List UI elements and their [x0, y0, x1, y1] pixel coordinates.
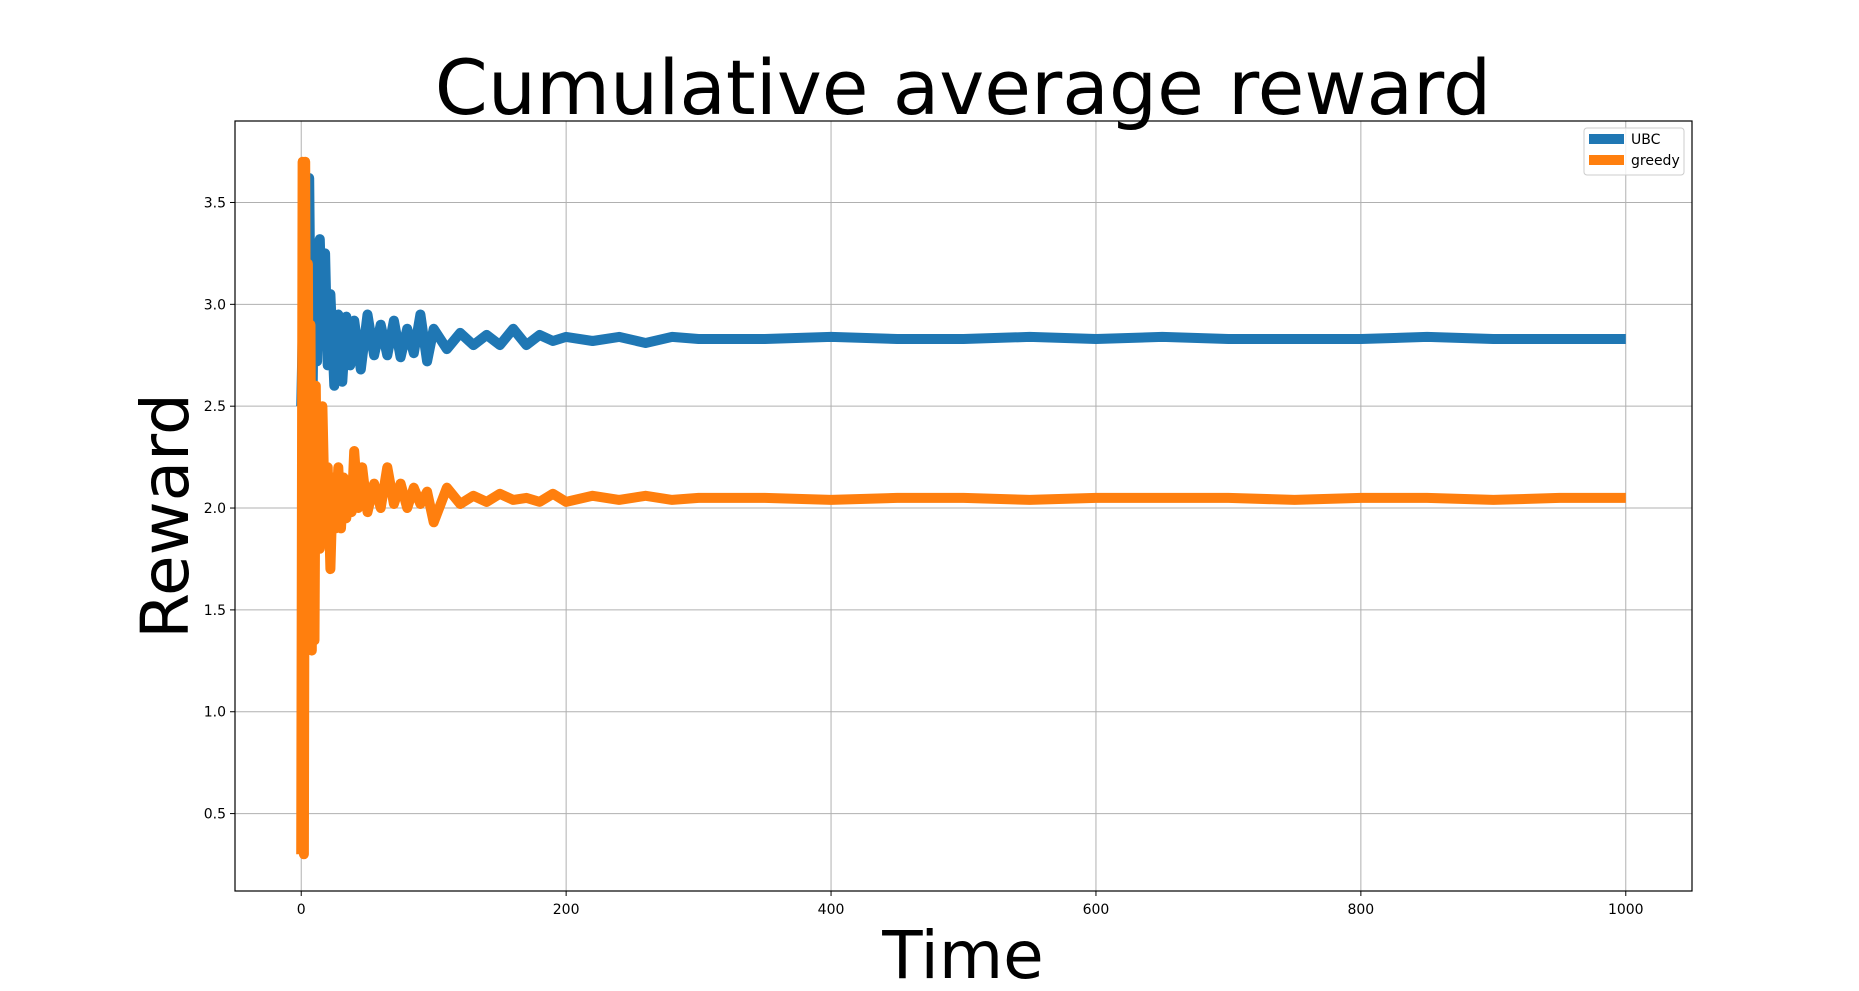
y-tick-label: 3.0 [204, 297, 226, 313]
plot-area-frame [234, 120, 1693, 892]
y-tick-label: 3.5 [204, 195, 226, 211]
series-line-greedy [296, 156, 1626, 860]
x-axis-ticks: 0 200 400 600 800 1000 [297, 891, 1644, 918]
series-layer [296, 156, 1626, 860]
legend: UBC greedy [1583, 127, 1685, 176]
chart-title: Cumulative average reward [435, 43, 1491, 132]
y-tick-label: 1.0 [204, 705, 226, 721]
x-tick-label: 1000 [1608, 902, 1644, 918]
y-axis-label: Reward [127, 393, 204, 639]
grid-lines [235, 121, 1692, 891]
series-line-ubc [296, 173, 1626, 463]
y-axis-ticks: 0.5 1.0 1.5 2.0 2.5 3.0 3.5 [204, 195, 235, 823]
x-tick-label: 0 [297, 902, 306, 918]
x-tick-label: 600 [1083, 902, 1110, 918]
y-tick-label: 1.5 [204, 603, 226, 619]
x-tick-label: 400 [818, 902, 845, 918]
legend-label-ubc: UBC [1631, 132, 1661, 148]
x-tick-label: 200 [553, 902, 580, 918]
x-axis-label: Time [881, 917, 1044, 991]
legend-label-greedy: greedy [1631, 153, 1680, 169]
x-tick-label: 800 [1347, 902, 1374, 918]
y-tick-label: 2.0 [204, 501, 226, 517]
y-tick-label: 0.5 [204, 807, 226, 823]
y-tick-label: 2.5 [204, 399, 226, 415]
